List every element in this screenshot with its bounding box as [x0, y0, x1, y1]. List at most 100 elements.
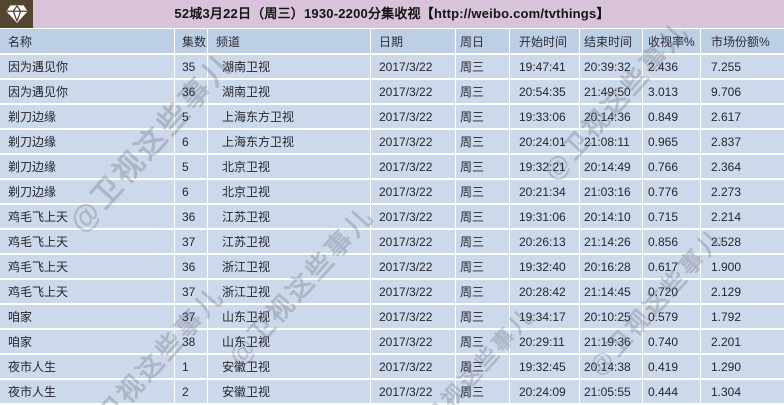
table-cell: 36: [175, 80, 207, 103]
table-cell: 上海东方卫视: [208, 105, 370, 128]
table-cell: 江苏卫视: [208, 205, 370, 228]
table-cell: 20:16:28: [580, 255, 642, 278]
table-cell: 周三: [456, 205, 509, 228]
table-cell: 19:32:40: [510, 255, 579, 278]
table-cell: 北京卫视: [208, 155, 370, 178]
table-cell: 周三: [456, 230, 509, 253]
table-cell: 因为遇见你: [0, 80, 174, 103]
table-cell: 21:03:16: [580, 180, 642, 203]
table-cell: 36: [175, 205, 207, 228]
table-cell: 21:14:26: [580, 230, 642, 253]
table-cell: 鸡毛飞上天: [0, 255, 174, 278]
table-cell: 19:31:06: [510, 205, 579, 228]
table-cell: 0.965: [643, 130, 700, 153]
table-cell: 2.436: [643, 55, 700, 78]
table-cell: 20:14:38: [580, 355, 642, 378]
table-cell: 因为遇见你: [0, 55, 174, 78]
table-cell: 北京卫视: [208, 180, 370, 203]
table-cell: 周三: [456, 155, 509, 178]
table-cell: 浙江卫视: [208, 280, 370, 303]
table-cell: 20:24:01: [510, 130, 579, 153]
table-cell: 2017/3/22: [371, 205, 455, 228]
table-cell: 0.766: [643, 155, 700, 178]
table-cell: 周三: [456, 105, 509, 128]
table-cell: 周三: [456, 255, 509, 278]
table-cell: 0.419: [643, 355, 700, 378]
table-cell: 21:14:45: [580, 280, 642, 303]
table-cell: 2.364: [701, 155, 784, 178]
table-cell: 江苏卫视: [208, 230, 370, 253]
table-cell: 38: [175, 330, 207, 353]
table-cell: 2017/3/22: [371, 355, 455, 378]
page-title: 52城3月22日（周三）1930-2200分集收视【http://weibo.c…: [174, 6, 610, 21]
table-cell: 2017/3/22: [371, 280, 455, 303]
table-cell: 20:39:32: [580, 55, 642, 78]
table-cell: 2: [175, 380, 207, 403]
table-cell: 20:24:09: [510, 380, 579, 403]
table-cell: 鸡毛飞上天: [0, 205, 174, 228]
table-cell: 37: [175, 305, 207, 328]
table-cell: 21:19:36: [580, 330, 642, 353]
column-header: 频道: [208, 29, 370, 53]
table-cell: 7.255: [701, 55, 784, 78]
table-cell: 19:32:45: [510, 355, 579, 378]
table-cell: 0.579: [643, 305, 700, 328]
table-cell: 19:33:06: [510, 105, 579, 128]
gem-logo-icon: [0, 0, 33, 28]
table-cell: 剃刀边缘: [0, 180, 174, 203]
table-cell: 1.900: [701, 255, 784, 278]
table-cell: 周三: [456, 380, 509, 403]
table-cell: 2017/3/22: [371, 305, 455, 328]
table-cell: 1: [175, 355, 207, 378]
table-cell: 2.528: [701, 230, 784, 253]
table-cell: 6: [175, 130, 207, 153]
table-cell: 2017/3/22: [371, 105, 455, 128]
table-cell: 2.214: [701, 205, 784, 228]
table-cell: 0.444: [643, 380, 700, 403]
table-cell: 安徽卫视: [208, 355, 370, 378]
table-cell: 2.837: [701, 130, 784, 153]
table-cell: 安徽卫视: [208, 380, 370, 403]
table-cell: 周三: [456, 330, 509, 353]
table-cell: 2017/3/22: [371, 155, 455, 178]
table-cell: 2017/3/22: [371, 255, 455, 278]
table-cell: 5: [175, 105, 207, 128]
table-cell: 20:29:11: [510, 330, 579, 353]
table-cell: 0.740: [643, 330, 700, 353]
table-cell: 19:47:41: [510, 55, 579, 78]
table-cell: 20:14:36: [580, 105, 642, 128]
table-cell: 20:10:25: [580, 305, 642, 328]
table-cell: 20:26:13: [510, 230, 579, 253]
table-cell: 36: [175, 255, 207, 278]
table-cell: 21:49:50: [580, 80, 642, 103]
column-header: 名称: [0, 29, 174, 53]
table-cell: 湖南卫视: [208, 80, 370, 103]
table-cell: 夜市人生: [0, 380, 174, 403]
table-cell: 周三: [456, 305, 509, 328]
table-cell: 37: [175, 230, 207, 253]
table-cell: 周三: [456, 80, 509, 103]
table-cell: 20:14:10: [580, 205, 642, 228]
table-cell: 2017/3/22: [371, 130, 455, 153]
table-cell: 2.201: [701, 330, 784, 353]
table-cell: 浙江卫视: [208, 255, 370, 278]
table-cell: 0.720: [643, 280, 700, 303]
table-cell: 山东卫视: [208, 305, 370, 328]
table-cell: 2017/3/22: [371, 230, 455, 253]
ratings-table: 名称 集数 频道 日期 周日 开始时间 结束时间 收视率% 市场份额% 因为遇见你 35 湖南卫视 20…: [0, 29, 784, 403]
table-cell: 山东卫视: [208, 330, 370, 353]
table-cell: 20:14:49: [580, 155, 642, 178]
table-cell: 湖南卫视: [208, 55, 370, 78]
table-cell: 9.706: [701, 80, 784, 103]
table-cell: 剃刀边缘: [0, 105, 174, 128]
title-bar: 52城3月22日（周三）1930-2200分集收视【http://weibo.c…: [0, 0, 784, 28]
column-header: 市场份额%: [701, 29, 784, 53]
table-cell: 0.617: [643, 255, 700, 278]
column-header: 周日: [456, 29, 509, 53]
table-cell: 0.856: [643, 230, 700, 253]
table-cell: 37: [175, 280, 207, 303]
table-cell: 上海东方卫视: [208, 130, 370, 153]
table-cell: 19:34:17: [510, 305, 579, 328]
table-cell: 2.129: [701, 280, 784, 303]
